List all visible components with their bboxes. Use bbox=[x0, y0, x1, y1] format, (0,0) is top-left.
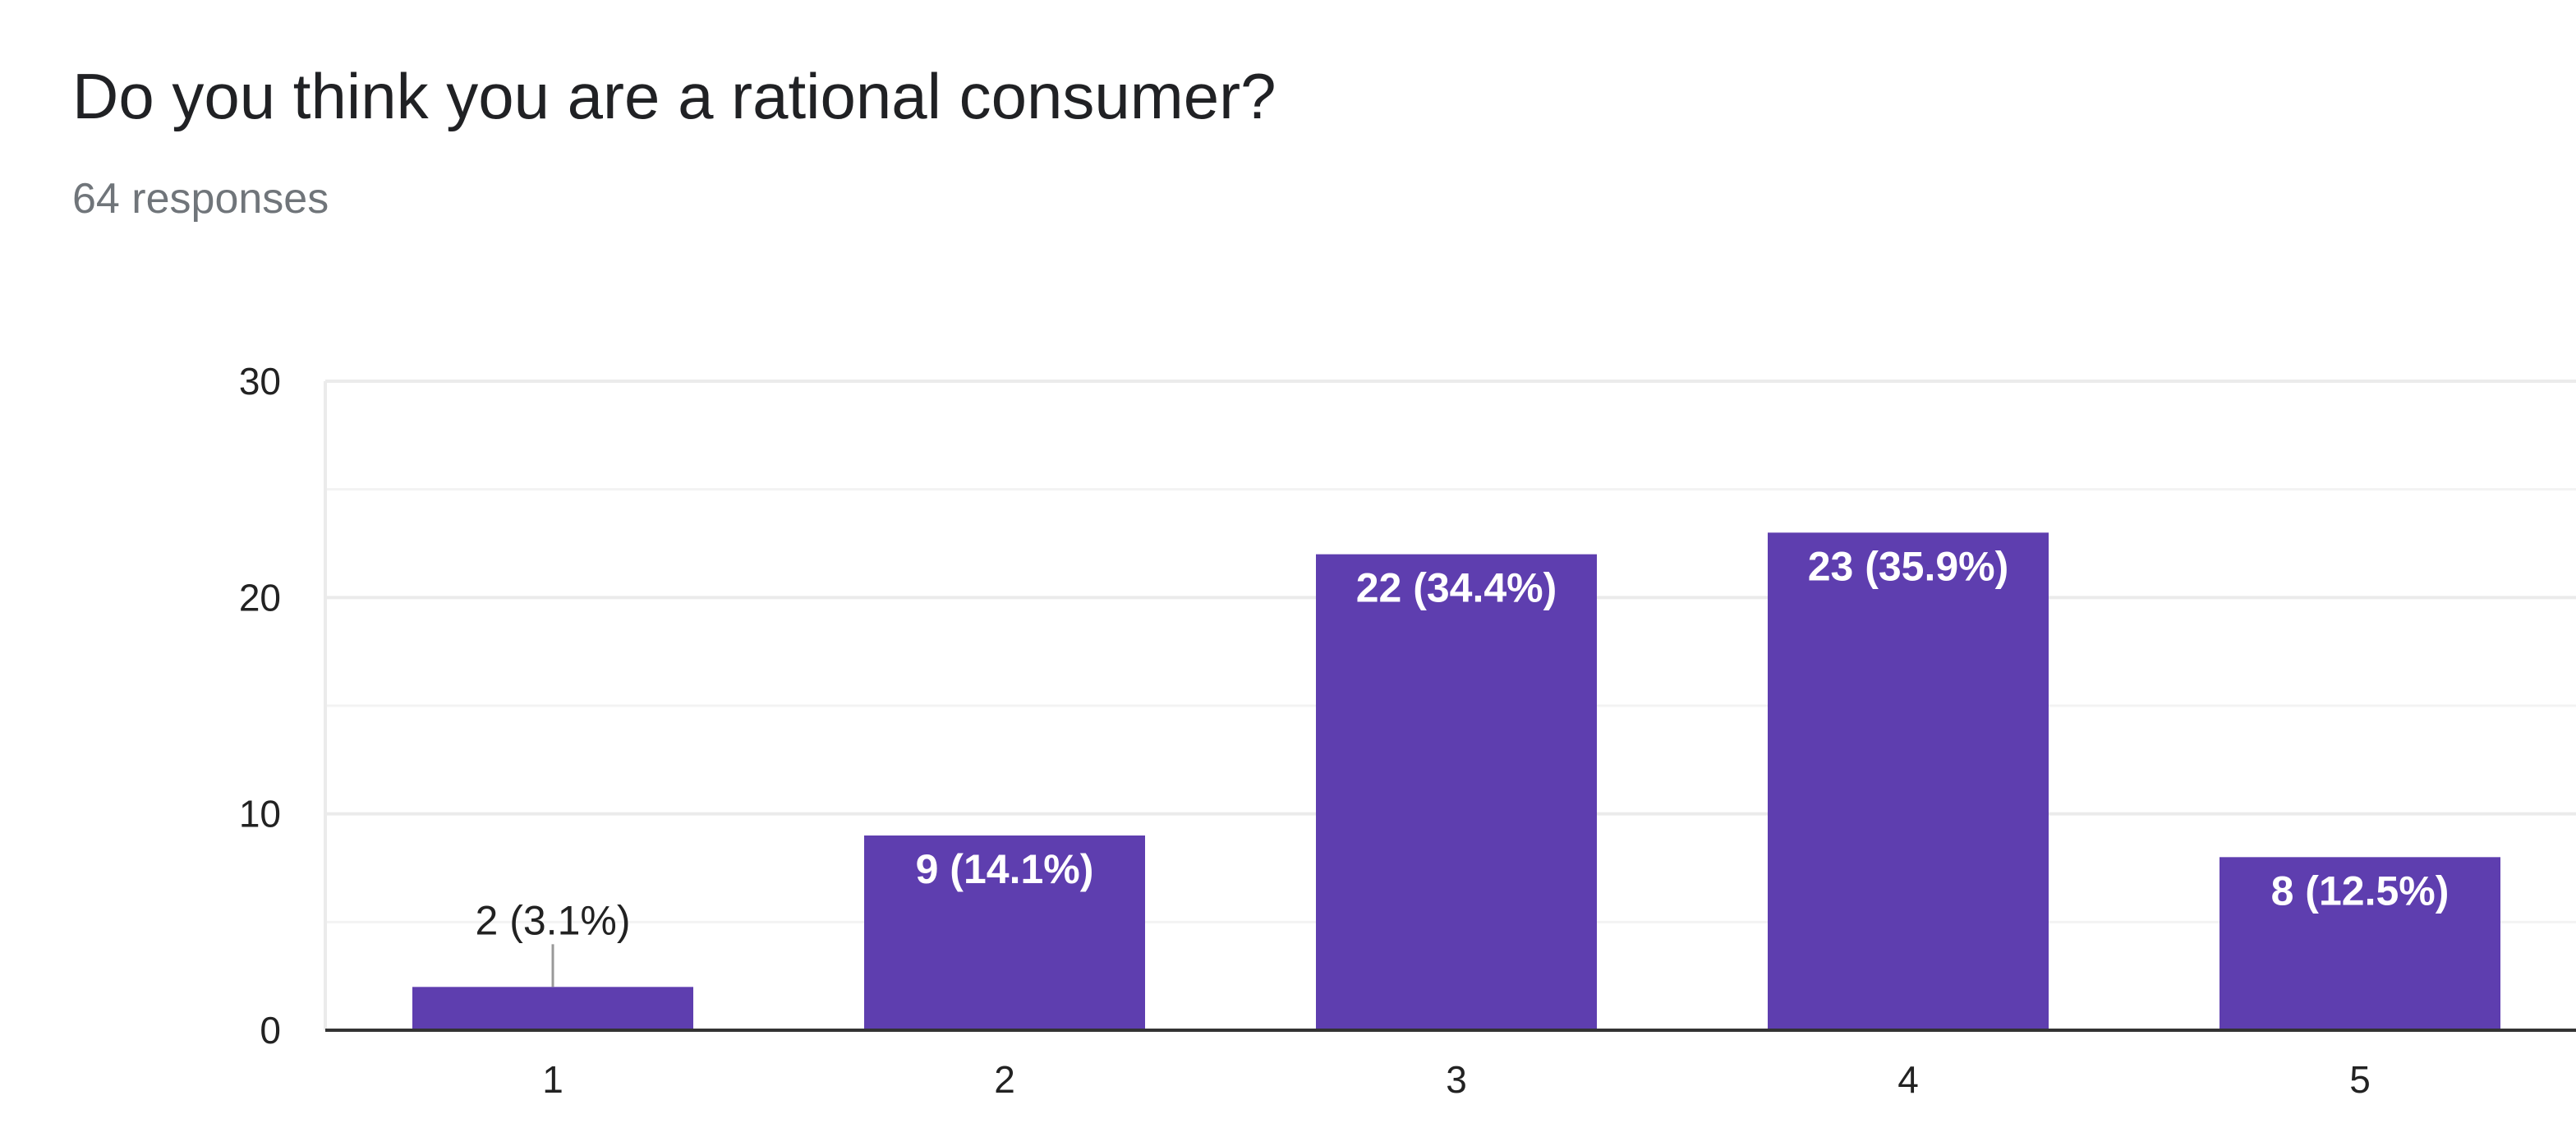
response-count: 64 responses bbox=[72, 175, 329, 223]
bar bbox=[1768, 532, 2049, 1030]
bar bbox=[412, 987, 693, 1030]
data-label: 2 (3.1%) bbox=[476, 897, 631, 943]
bar bbox=[2220, 857, 2500, 1030]
data-labels: 2 (3.1%) 9 (14.1%) 22 (34.4%) 23 (35.9%) 8 (… bbox=[476, 543, 2450, 987]
bar bbox=[864, 835, 1145, 1030]
y-tick-label: 10 bbox=[239, 793, 281, 835]
y-tick-label: 20 bbox=[239, 576, 281, 619]
data-label: 9 (14.1%) bbox=[916, 846, 1094, 892]
gridlines bbox=[324, 380, 2576, 1030]
data-label: 8 (12.5%) bbox=[2271, 868, 2450, 914]
page-title: Do you think you are a rational consumer… bbox=[72, 60, 1276, 132]
data-label: 23 (35.9%) bbox=[1808, 543, 2009, 589]
data-label: 22 (34.4%) bbox=[1356, 565, 1557, 611]
x-tick-label: 1 bbox=[542, 1058, 564, 1101]
y-tick-label: 30 bbox=[239, 360, 281, 403]
x-tick-label: 4 bbox=[1898, 1058, 1919, 1101]
x-tick-label: 5 bbox=[2349, 1058, 2371, 1101]
x-tick-label: 3 bbox=[1446, 1058, 1467, 1101]
bars bbox=[412, 532, 2500, 1030]
y-tick-label: 0 bbox=[260, 1009, 281, 1052]
axes: 0 10 20 30 1 2 3 4 5 bbox=[239, 360, 2576, 1101]
x-tick-label: 2 bbox=[994, 1058, 1015, 1101]
bar bbox=[1316, 554, 1597, 1030]
